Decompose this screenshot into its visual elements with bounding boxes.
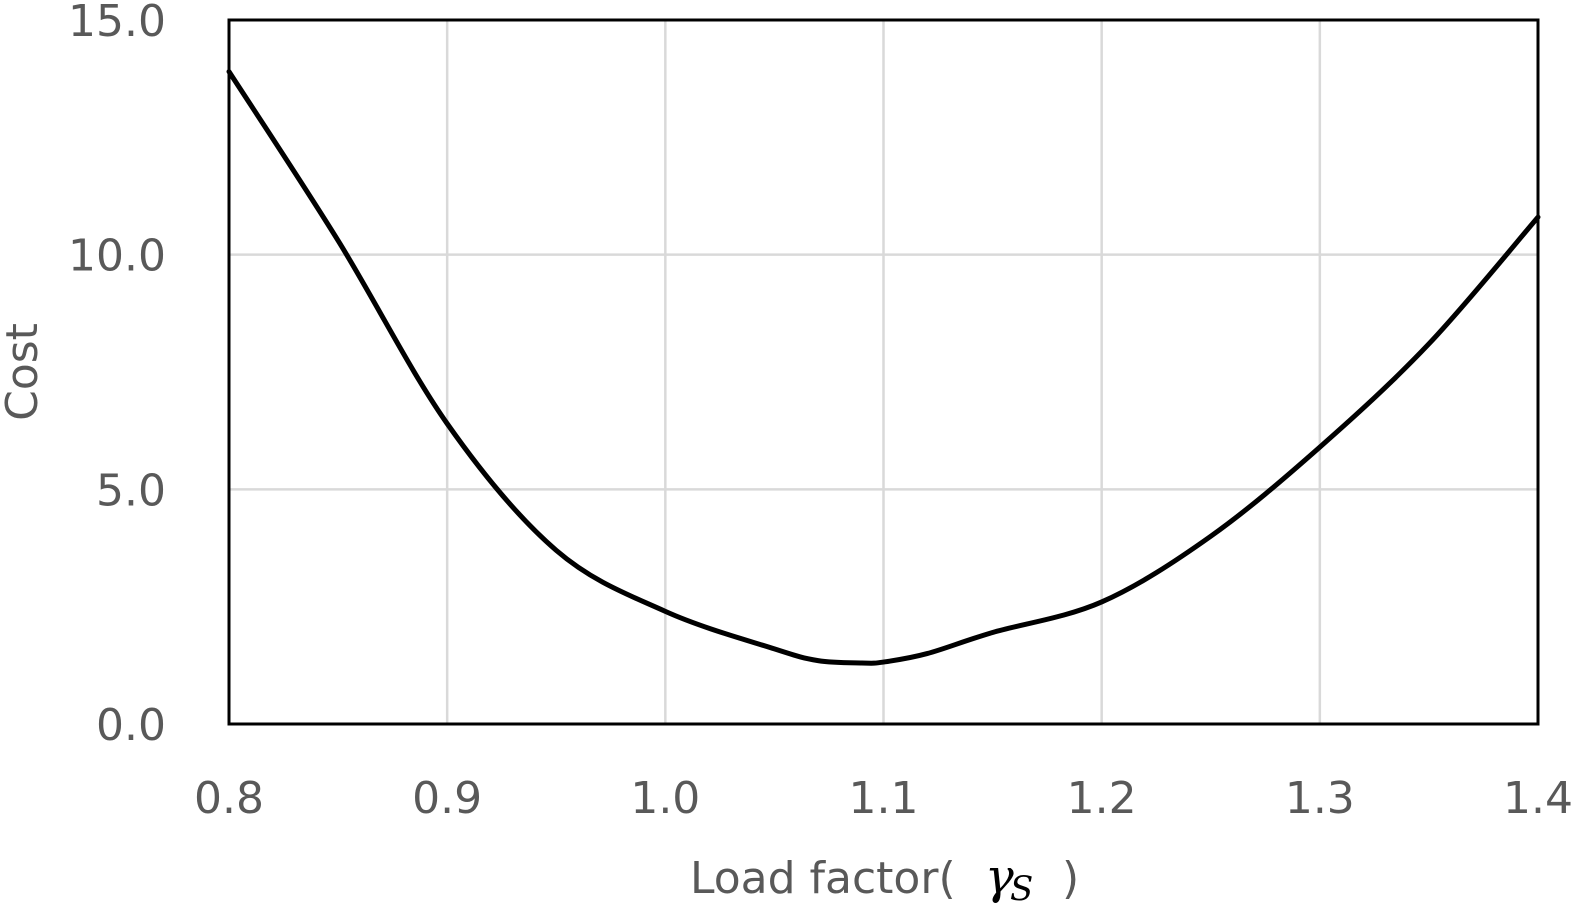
gamma-symbol: γ — [985, 849, 1014, 905]
x-tick-label: 1.3 — [1285, 773, 1355, 824]
vertical-gridlines — [227, 20, 1540, 724]
cost-curve — [226, 69, 1541, 666]
y-tick-label: 15.0 — [68, 0, 166, 47]
y-tick-label: 5.0 — [96, 465, 166, 516]
x-tick-label: 0.9 — [412, 773, 482, 824]
y-tick-label: 0.0 — [96, 700, 166, 751]
x-tick-label: 1.4 — [1503, 773, 1573, 824]
plot-area-frame — [227, 18, 1540, 726]
x-tick-label: 1.1 — [849, 773, 919, 824]
x-axis-title-text: Load factor( — [690, 853, 956, 904]
y-axis-title: Cost — [0, 323, 48, 421]
x-tick-label: 1.0 — [630, 773, 700, 824]
gamma-subscript: S — [1010, 869, 1033, 909]
y-axis-tick-labels: 0.0 5.0 10.0 15.0 — [68, 0, 166, 751]
x-axis-title: Load factor( γ S ) — [690, 849, 1079, 909]
x-tick-label: 0.8 — [194, 773, 264, 824]
x-tick-label: 1.2 — [1067, 773, 1137, 824]
x-axis-title-close: ) — [1062, 853, 1079, 904]
x-axis-tick-labels: 0.8 0.9 1.0 1.1 1.2 1.3 1.4 — [194, 773, 1573, 824]
y-tick-label: 10.0 — [68, 231, 166, 282]
